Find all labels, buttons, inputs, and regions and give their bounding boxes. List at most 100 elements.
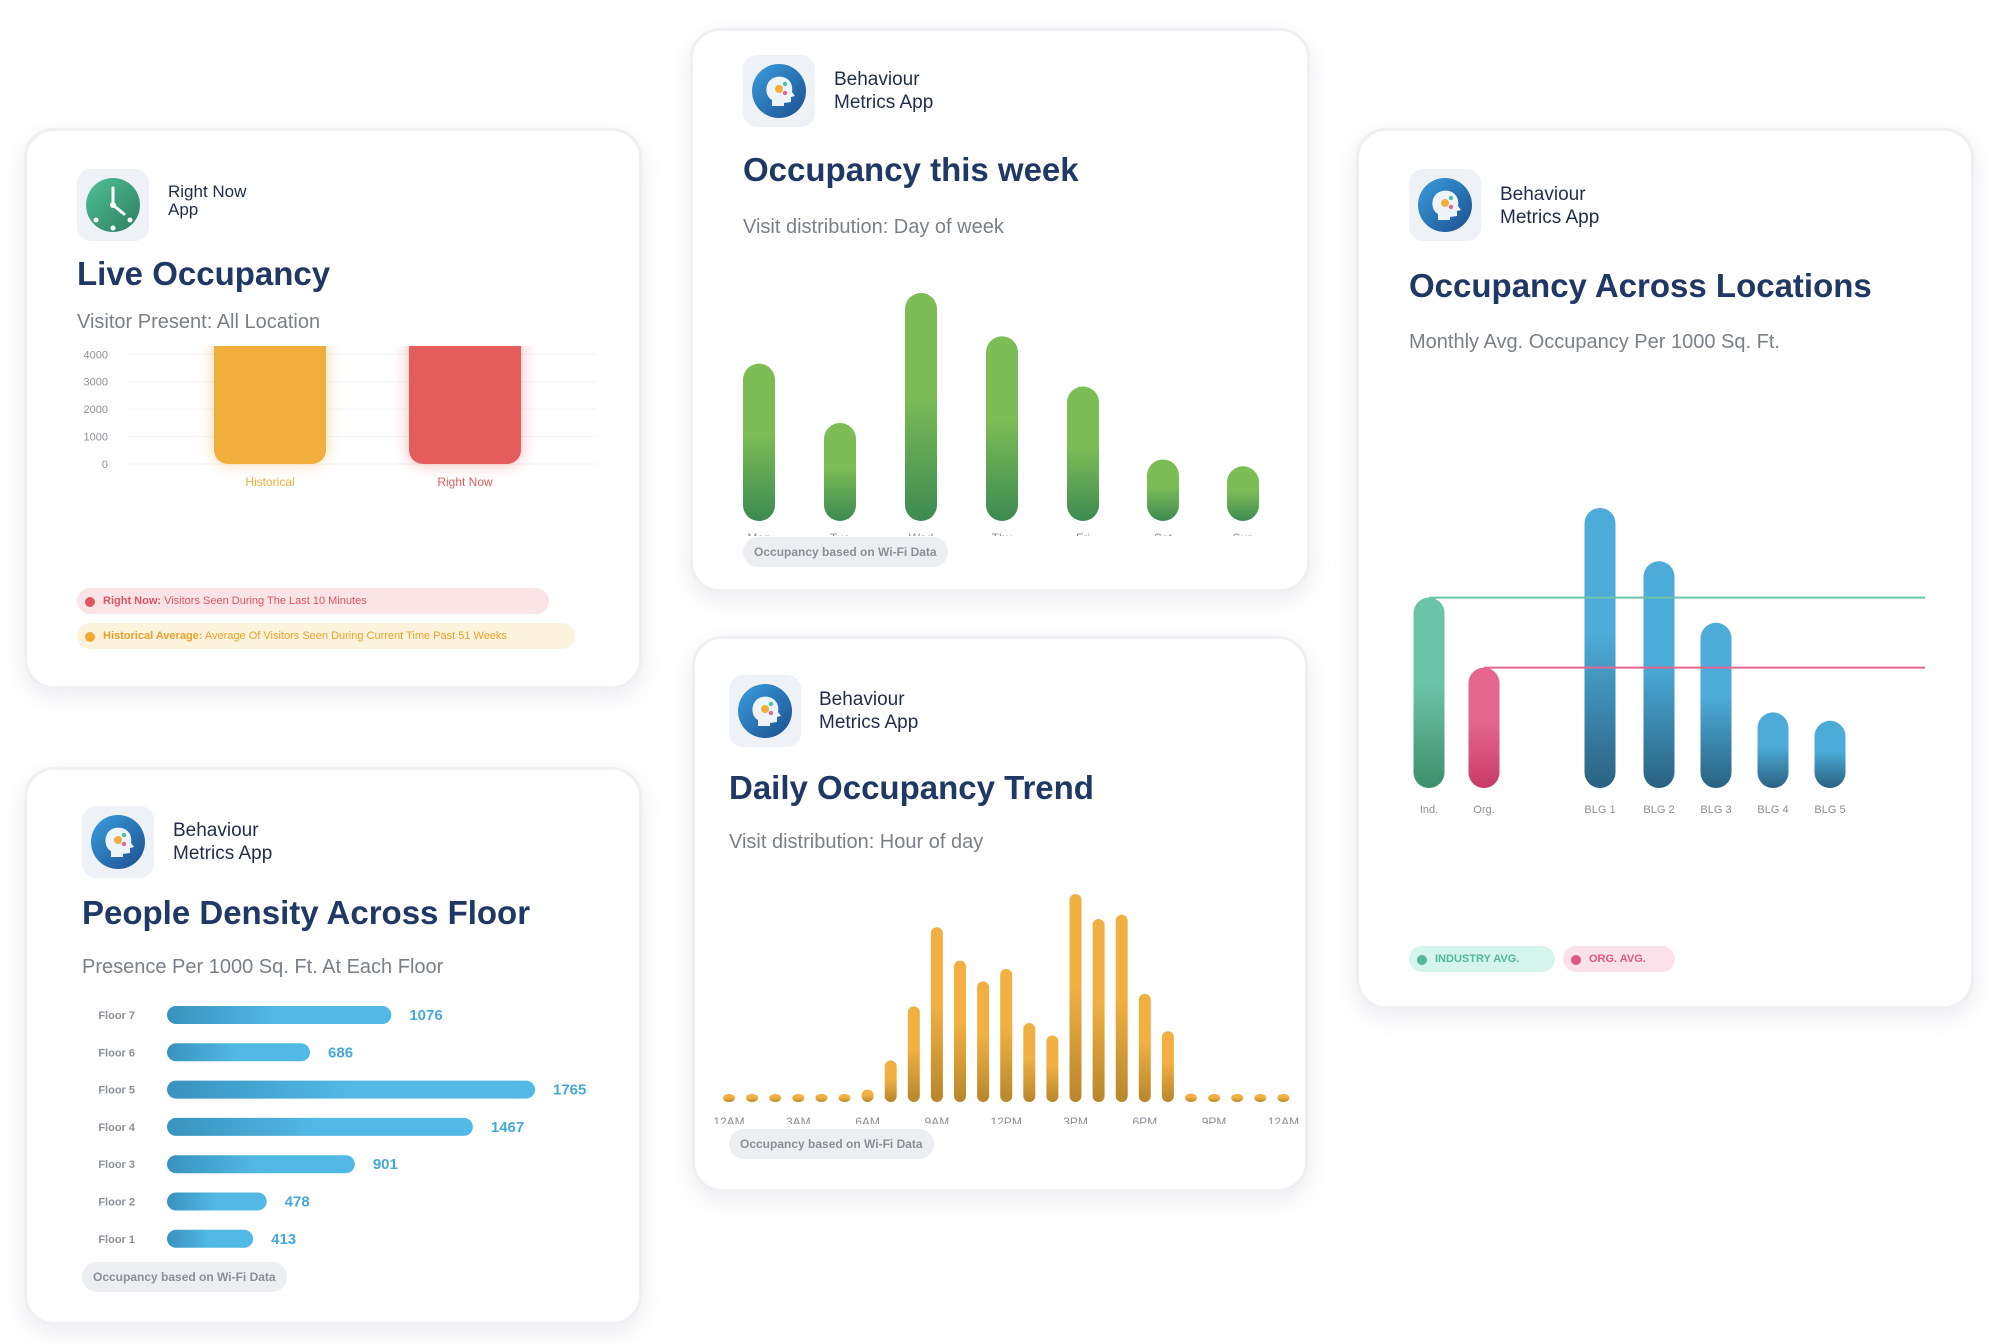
wifi-footnote: Occupancy based on Wi-Fi Data [82, 1262, 287, 1292]
bar [167, 1006, 392, 1024]
head-brain-icon [91, 815, 145, 869]
behaviour-app-icon [729, 675, 801, 747]
wifi-footnote: Occupancy based on Wi-Fi Data [729, 1129, 934, 1159]
right-now-dot-icon [85, 597, 95, 607]
bar [1277, 1094, 1290, 1102]
category-label: Right Now [437, 475, 493, 489]
x-tick-label: BLG 2 [1643, 804, 1674, 816]
app-name: Behaviour Metrics App [173, 820, 273, 864]
bar [1069, 894, 1082, 1102]
floor-label: Floor 7 [98, 1010, 135, 1022]
industry-dot-icon [1417, 955, 1427, 965]
bar [409, 346, 521, 464]
x-tick-label: 9AM [925, 1115, 950, 1124]
floor-label: Floor 4 [98, 1122, 136, 1134]
x-tick-label: Org. [1473, 804, 1494, 816]
bar [1584, 508, 1616, 788]
bar [1147, 459, 1179, 521]
live-occupancy-card: Right Now App Live Occupancy Visitor Pre… [24, 128, 642, 689]
floor-label: Floor 3 [98, 1159, 135, 1171]
bar [167, 1043, 311, 1062]
card-title: Live Occupancy [77, 255, 331, 292]
bar [884, 1060, 897, 1102]
floor-label: Floor 1 [98, 1234, 135, 1246]
floor-label: Floor 2 [98, 1197, 135, 1209]
head-brain-icon [752, 64, 806, 118]
weekly-occupancy-chart: Mon Tue Wed Thu Fri Sat Sun [743, 293, 1259, 536]
x-tick-label: Mon [747, 531, 770, 536]
legend-industry-label: INDUSTRY AVG. [1435, 953, 1520, 965]
legend-historical-text: Average Of Visitors Seen During Current … [202, 630, 507, 642]
bar [1023, 1022, 1036, 1102]
x-tick-label: BLG 1 [1584, 804, 1615, 816]
app-name: Behaviour Metrics App [1500, 184, 1600, 228]
bar [1227, 466, 1259, 521]
card-title: People Density Across Floor [82, 894, 531, 931]
x-tick-label: 12AM [713, 1115, 744, 1124]
x-tick-label: Sun [1232, 531, 1253, 536]
bar [1700, 622, 1732, 788]
bar [838, 1094, 851, 1102]
y-tick-label: 2000 [84, 404, 108, 416]
behaviour-app-icon [743, 55, 815, 127]
bar [930, 927, 943, 1102]
card-title: Occupancy this week [743, 151, 1079, 188]
y-tick-label: 4000 [84, 349, 108, 361]
bar [214, 346, 326, 464]
card-subtitle: Visit distribution: Day of week [743, 216, 1004, 238]
x-tick-label: 3AM [786, 1115, 811, 1124]
bar [907, 1006, 920, 1102]
bar [1185, 1093, 1197, 1102]
x-tick-label: 9PM [1202, 1115, 1227, 1124]
bar [1046, 1035, 1059, 1102]
behaviour-app-icon [82, 806, 154, 878]
bar [905, 293, 937, 521]
bar [723, 1094, 735, 1102]
x-tick-label: Thu [992, 531, 1013, 536]
x-tick-label: 6AM [855, 1115, 880, 1124]
locations-occupancy-chart: Ind. Org. BLG 1 BLG 2 BLG 3 BLG 4 BLG 5 [1413, 508, 1925, 816]
value-label: 686 [328, 1044, 353, 1061]
legend-historical: Historical Average: Average Of Visitors … [77, 623, 575, 649]
bar [824, 422, 856, 521]
daily-occupancy-chart: 12AM 3AM 6AM 9AM 12PM 3PM 6PM 9PM 12AM [713, 894, 1299, 1124]
weekly-occupancy-card: Behaviour Metrics App Occupancy this wee… [690, 28, 1310, 592]
x-tick-label: BLG 5 [1814, 804, 1845, 816]
card-title: Daily Occupancy Trend [729, 769, 1094, 806]
bar [861, 1089, 874, 1102]
legend-right-now: Right Now: Visitors Seen During The Last… [77, 588, 549, 614]
x-tick-label: Wed [909, 531, 933, 536]
y-tick-label: 1000 [84, 432, 108, 444]
x-tick-label: 6PM [1132, 1115, 1157, 1124]
x-tick-label: 12PM [991, 1115, 1022, 1124]
behaviour-app-icon [1409, 169, 1481, 241]
category-label: Historical [245, 475, 294, 489]
bar [792, 1094, 805, 1102]
card-subtitle: Visitor Present: All Location [77, 311, 321, 333]
y-tick-label: 3000 [84, 377, 108, 389]
bar [746, 1094, 759, 1102]
value-label: 901 [373, 1156, 398, 1173]
clock-icon [86, 178, 140, 232]
org-dot-icon [1571, 955, 1581, 965]
historical-dot-icon [85, 632, 95, 642]
floor-density-card: Behaviour Metrics App People Density Acr… [24, 767, 642, 1325]
app-name: Behaviour Metrics App [819, 689, 919, 733]
wifi-footnote: Occupancy based on Wi-Fi Data [743, 537, 948, 567]
app-name: Right Now App [168, 182, 247, 219]
x-tick-label: Tue [830, 531, 851, 536]
value-label: 413 [271, 1231, 296, 1248]
bar [743, 363, 775, 521]
locations-occupancy-card: Behaviour Metrics App Occupancy Across L… [1356, 128, 1974, 1009]
bar [167, 1229, 254, 1248]
card-subtitle: Visit distribution: Hour of day [729, 831, 984, 853]
bar [977, 981, 990, 1102]
bar [167, 1080, 535, 1099]
bar [1231, 1094, 1244, 1102]
bar [167, 1192, 267, 1211]
bar [1208, 1094, 1221, 1102]
floor-label: Floor 5 [98, 1085, 135, 1097]
head-brain-icon [1418, 178, 1472, 232]
bar [1468, 667, 1500, 788]
legend-org-label: ORG. AVG. [1589, 953, 1646, 965]
